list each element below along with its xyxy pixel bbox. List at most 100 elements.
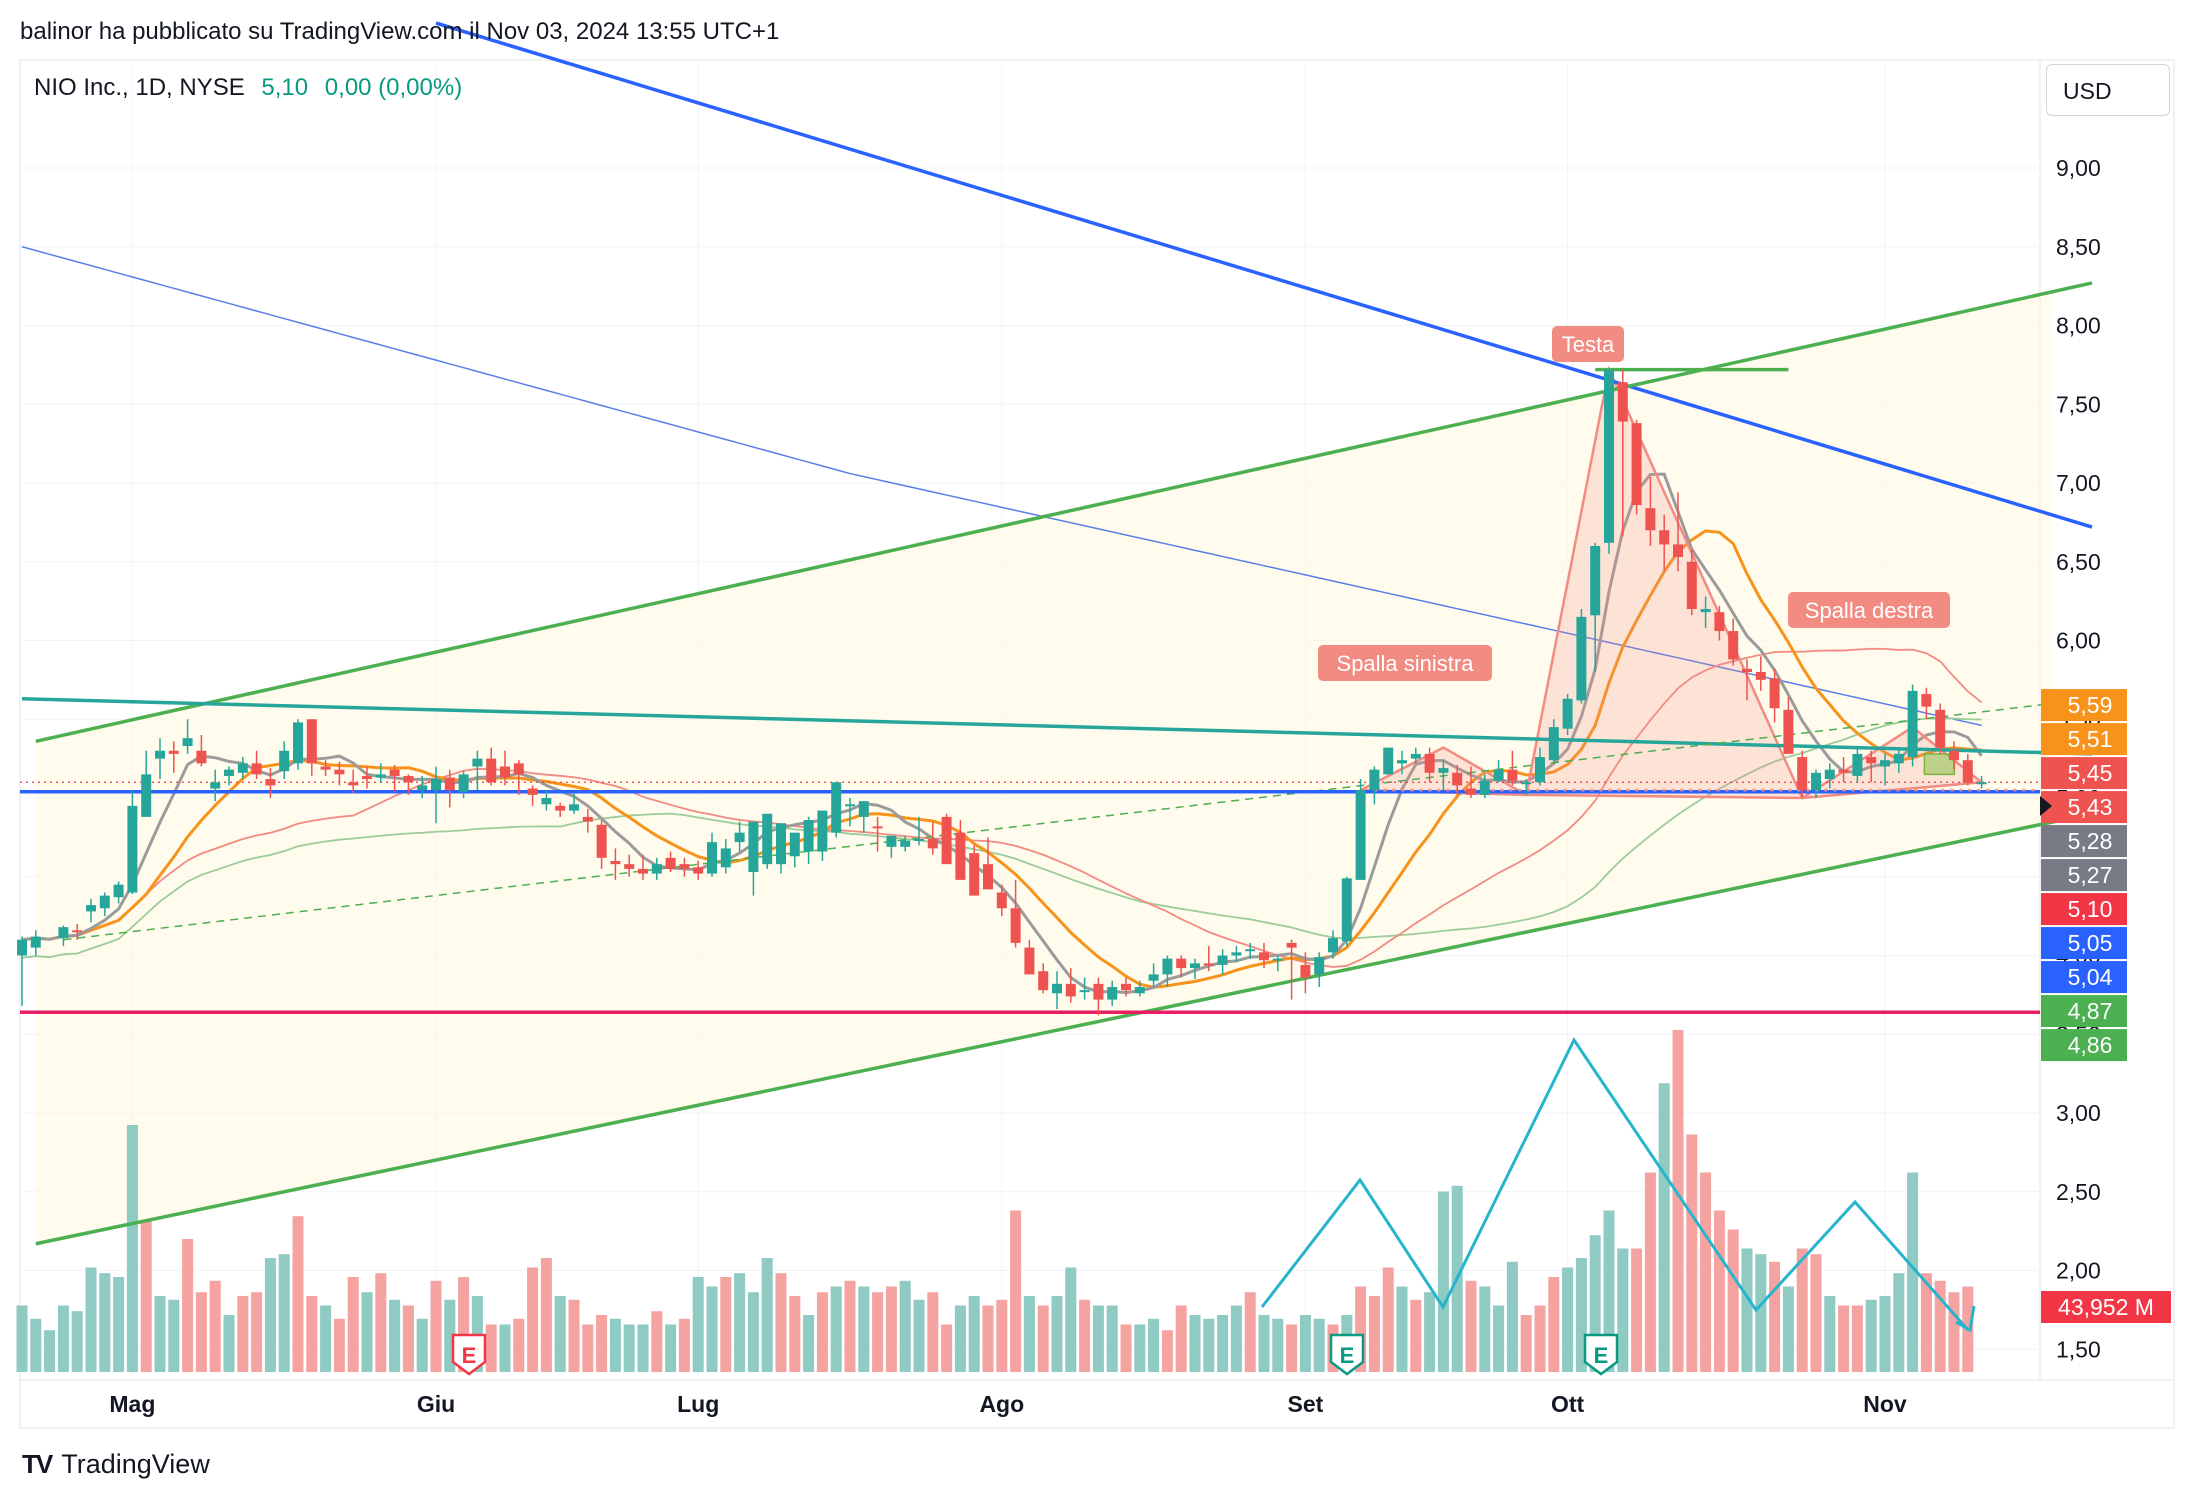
candle-body <box>693 867 704 874</box>
volume-bar <box>1065 1267 1077 1372</box>
candle-body <box>1907 690 1918 758</box>
volume-bar <box>320 1305 332 1372</box>
trend-lines <box>20 21 2093 1246</box>
candle-body <box>817 810 828 852</box>
volume-bar <box>306 1296 318 1372</box>
volume-bar <box>292 1216 304 1372</box>
y-tick-label: 8,00 <box>2056 313 2101 339</box>
volume-bar <box>1865 1299 1877 1372</box>
y-tick-label: 9,00 <box>2056 155 2101 181</box>
candle-body <box>251 763 262 775</box>
x-tick-label: Set <box>1288 1391 1324 1417</box>
candle-body <box>1217 955 1228 965</box>
candle-body <box>1769 678 1780 709</box>
volume-bar <box>1575 1258 1587 1372</box>
volume-bar <box>389 1299 401 1372</box>
symbol-name[interactable]: NIO Inc., 1D, NYSE <box>34 74 245 101</box>
candle-body <box>858 801 869 817</box>
currency-button[interactable]: USD <box>2046 64 2170 116</box>
volume-bar <box>968 1296 980 1372</box>
volume-bar <box>1769 1261 1781 1372</box>
tradingview-logo-icon[interactable]: TV <box>22 1449 53 1479</box>
volume-bar <box>485 1324 497 1372</box>
candle-body <box>1038 971 1049 991</box>
volume-bar <box>85 1267 97 1372</box>
candle-body <box>955 832 966 880</box>
candle-body <box>1824 769 1835 780</box>
volume-bar <box>16 1305 28 1372</box>
volume-bar <box>1120 1324 1132 1372</box>
volume-bar <box>1700 1172 1712 1372</box>
volume-bar <box>499 1324 511 1372</box>
volume-bar <box>1217 1315 1229 1372</box>
ma-50-line <box>21 647 1983 968</box>
annotation-box <box>1318 645 1492 681</box>
volume-bar <box>830 1286 842 1372</box>
price-label-text: 5,45 <box>2068 760 2113 786</box>
volume-bar <box>347 1277 359 1372</box>
volume-bar <box>1796 1248 1808 1372</box>
earnings-marker-label: E <box>1340 1343 1355 1368</box>
volume-bar <box>513 1318 525 1372</box>
footer: TV TradingView <box>22 1449 210 1480</box>
candle-body <box>707 842 717 874</box>
last-price: 5,10 <box>261 74 309 101</box>
candle-body <box>1107 987 1118 1000</box>
candle-body <box>1134 987 1145 994</box>
y-tick-label: 7,50 <box>2056 391 2101 417</box>
candle-body <box>1410 753 1421 759</box>
volume-bar <box>1672 1030 1684 1372</box>
candle-body <box>1935 709 1946 748</box>
candle-body <box>1507 769 1518 781</box>
published-header: balinor ha pubblicato su TradingView.com… <box>20 18 780 45</box>
volume-bar <box>609 1318 621 1372</box>
price-change: 0,00 (0,00%) <box>324 74 463 101</box>
candle-body <box>210 782 221 789</box>
candle-body <box>872 826 883 829</box>
volume-bar <box>1134 1324 1146 1372</box>
volume-bar <box>1658 1083 1670 1372</box>
candle-body <box>458 774 469 792</box>
candle-body <box>279 750 290 772</box>
candle-body <box>72 930 83 933</box>
candle-body <box>99 895 110 909</box>
candle-body <box>431 779 441 791</box>
x-tick-label: Ott <box>1551 1391 1585 1417</box>
volume-bar <box>1879 1296 1891 1372</box>
candle-body <box>1024 947 1035 975</box>
candle-body <box>789 832 800 857</box>
volume-bar <box>941 1324 953 1372</box>
volume-bar <box>734 1273 746 1372</box>
volume-bar <box>1617 1248 1629 1372</box>
volume-bar <box>568 1299 580 1372</box>
candle-body <box>610 861 621 865</box>
candle-body <box>1383 747 1394 775</box>
candle-body <box>1093 983 1104 1000</box>
volume-bar <box>789 1296 801 1372</box>
candle-body <box>500 766 510 778</box>
price-label-text: 5,05 <box>2068 930 2113 956</box>
price-label-box <box>2041 893 2127 926</box>
candle-body <box>845 804 855 807</box>
candle-body <box>1838 769 1849 773</box>
candle-body <box>1300 964 1311 978</box>
volume-bar <box>1424 1292 1436 1372</box>
candle-body <box>1010 908 1021 943</box>
volume-bar <box>885 1286 897 1372</box>
volume-bar <box>872 1292 884 1372</box>
ma-20-line <box>21 529 1982 989</box>
channel-fill <box>35 292 2051 1244</box>
candle-body <box>1479 780 1490 795</box>
volume-bar <box>1810 1254 1822 1372</box>
volume-bar <box>1589 1235 1601 1372</box>
volume-bar <box>651 1311 663 1372</box>
volume-bar <box>1092 1305 1104 1372</box>
x-tick-label: Nov <box>1863 1391 1907 1417</box>
candle-body <box>1535 757 1545 783</box>
volume-bar <box>692 1277 704 1372</box>
volume-bar <box>251 1292 263 1372</box>
brand-name[interactable]: TradingView <box>61 1449 210 1479</box>
candle-body <box>334 769 345 775</box>
candle-body <box>900 840 911 847</box>
